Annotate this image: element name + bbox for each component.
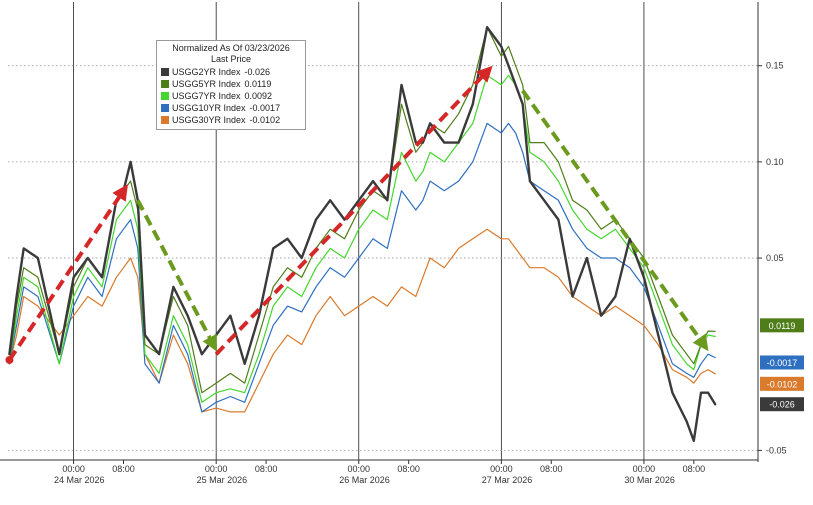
y-tick-label: 0.10 (766, 157, 784, 167)
legend-series-name: USGG7YR Index (172, 91, 241, 101)
x-tick-label: 00:00 (62, 464, 85, 474)
trend-arrow (521, 89, 709, 352)
series-line-usgg10yr-index (8, 122, 716, 413)
legend-swatch (161, 80, 169, 88)
x-tick-label: 08:00 (683, 464, 706, 474)
x-tick-label: 08:00 (255, 464, 278, 474)
legend-subtitle: Last Price (210, 54, 252, 64)
y-tick-label: 0.15 (766, 61, 784, 71)
legend-entry-7yr: USGG7YR Index 0.0092 (161, 90, 301, 102)
chart-legend: Normalized As Of 03/23/2026 Last Price U… (156, 40, 306, 130)
series-line-usgg7yr-index (8, 74, 716, 403)
last-value-tag-bg (760, 397, 804, 412)
legend-series-name: USGG30YR Index (172, 115, 246, 125)
series-line-usgg30yr-index (8, 228, 716, 413)
x-tick-label: 00:00 (347, 464, 370, 474)
legend-series-value: 0.0092 (244, 91, 273, 101)
last-value-tag-bg (760, 376, 804, 391)
x-tick-label: 08:00 (397, 464, 420, 474)
legend-entry-5yr: USGG5YR Index 0.0119 (161, 78, 301, 90)
trend-arrow (7, 184, 128, 362)
legend-series-value: -0.026 (244, 67, 271, 77)
last-value-tag: -0.0017 (760, 355, 804, 370)
trend-start-dot (5, 355, 14, 364)
last-value-tag: -0.026 (760, 397, 804, 412)
x-tick-label: 00:00 (490, 464, 513, 474)
trend-arrow (214, 65, 493, 356)
legend-swatch (161, 116, 169, 124)
x-tick-label: 08:00 (540, 464, 563, 474)
y-tick-label: -0.05 (766, 445, 787, 455)
last-value-tag: -0.0102 (760, 376, 804, 391)
legend-series-name: USGG5YR Index (172, 79, 241, 89)
x-day-label: 30 Mar 2026 (624, 475, 675, 485)
last-value-tag-text: -0.026 (769, 400, 795, 410)
trend-arrow (135, 199, 218, 352)
x-tick-label: 08:00 (112, 464, 135, 474)
last-value-tag: 0.0119 (760, 318, 804, 333)
legend-series-value: -0.0102 (249, 115, 281, 125)
legend-entry-2yr: USGG2YR Index -0.026 (161, 66, 301, 78)
legend-series-name: USGG10YR Index (172, 103, 246, 113)
series-line-usgg2yr-index (8, 26, 717, 442)
x-day-label: 27 Mar 2026 (482, 475, 533, 485)
legend-entry-10yr: USGG10YR Index -0.0017 (161, 102, 301, 114)
legend-entry-30yr: USGG30YR Index -0.0102 (161, 114, 301, 126)
legend-swatch (161, 104, 169, 112)
legend-title: Normalized As Of 03/23/2026 (172, 43, 290, 53)
x-day-label: 25 Mar 2026 (197, 475, 248, 485)
x-day-label: 24 Mar 2026 (54, 475, 105, 485)
legend-swatch (161, 92, 169, 100)
legend-swatch (161, 68, 169, 76)
x-tick-label: 00:00 (633, 464, 656, 474)
x-tick-label: 00:00 (205, 464, 228, 474)
x-day-label: 26 Mar 2026 (339, 475, 390, 485)
last-value-tag-bg (760, 355, 804, 370)
legend-series-name: USGG2YR Index (172, 67, 241, 77)
last-value-tag-text: -0.0102 (767, 379, 798, 389)
legend-series-value: -0.0017 (249, 103, 281, 113)
legend-series-value: 0.0119 (244, 79, 272, 89)
last-value-tag-text: -0.0017 (767, 358, 798, 368)
last-value-tag-text: 0.0119 (769, 321, 796, 331)
last-value-tag-bg (760, 318, 804, 333)
y-tick-label: 0.05 (766, 253, 784, 263)
